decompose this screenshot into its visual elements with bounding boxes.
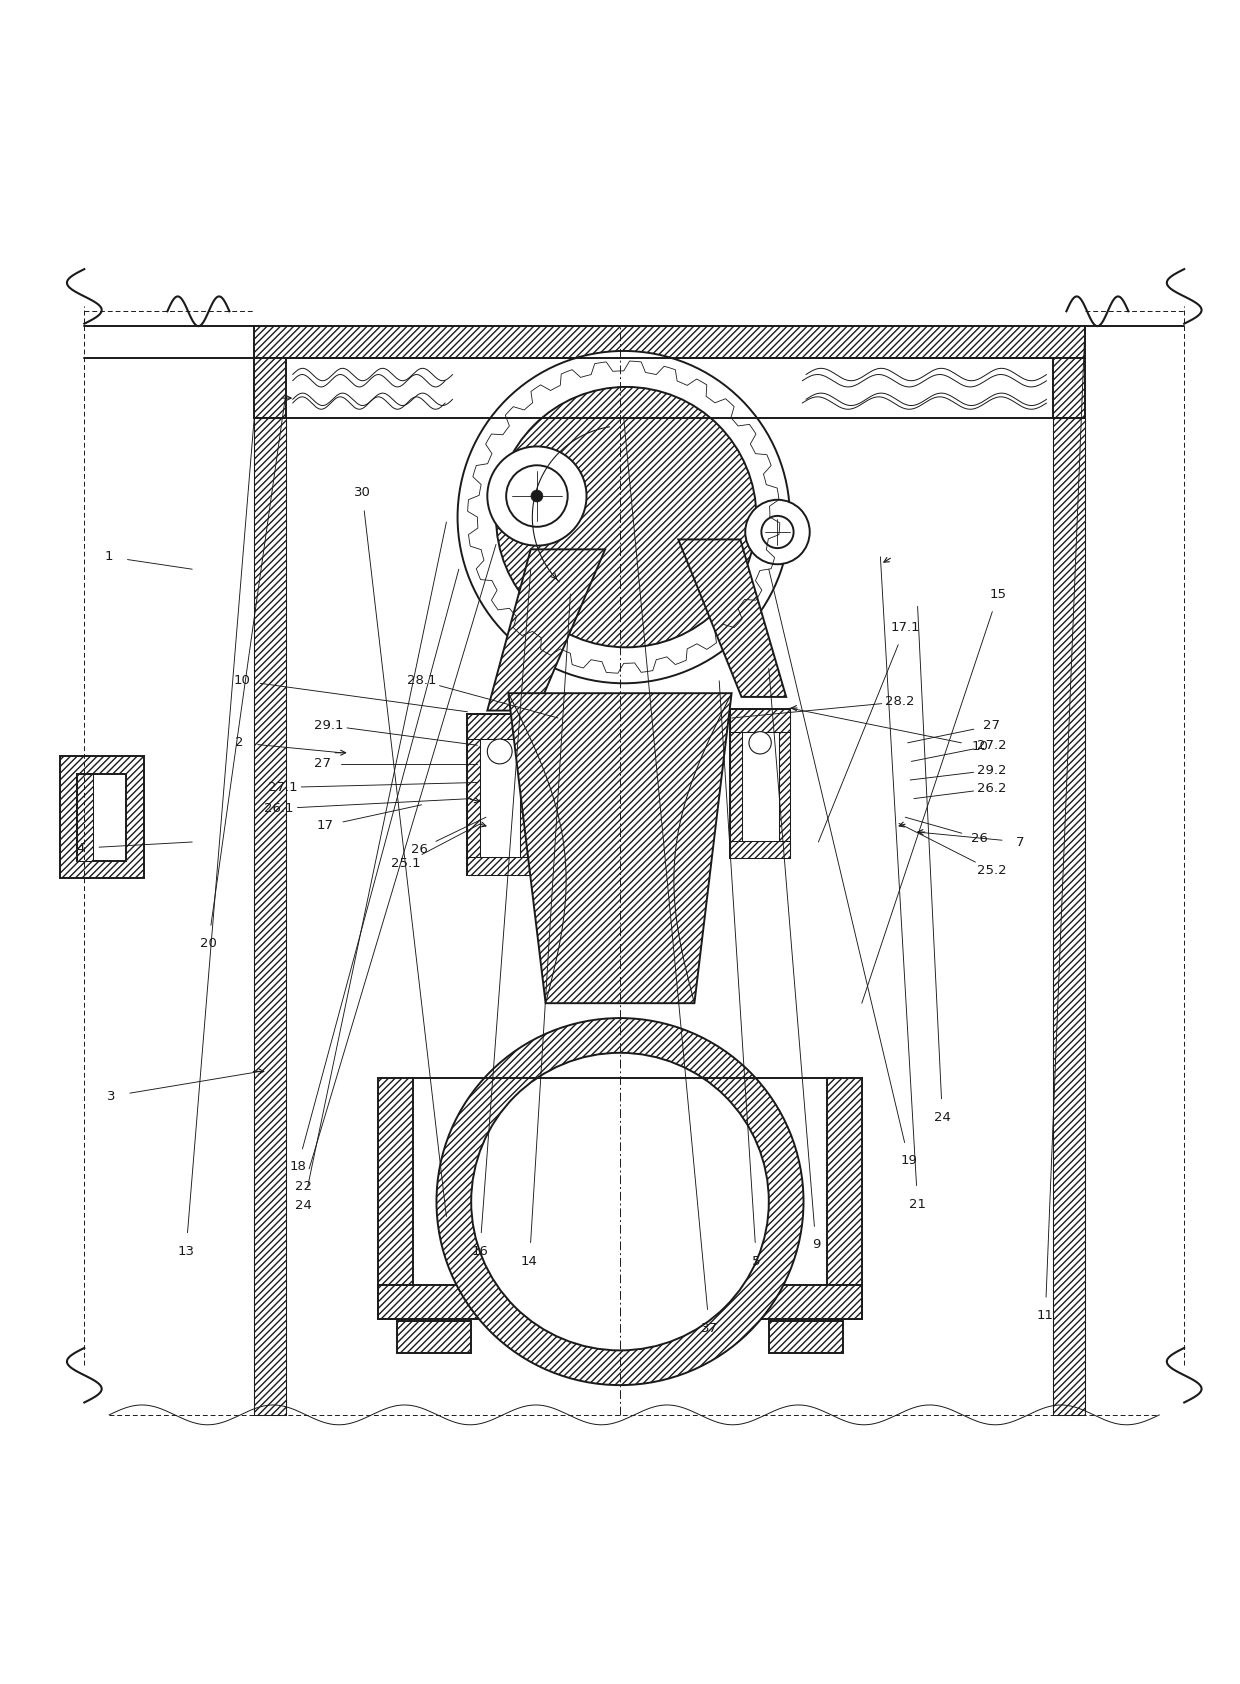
Bar	[730, 709, 742, 859]
Bar	[730, 709, 790, 859]
Text: 16: 16	[471, 1244, 489, 1258]
Polygon shape	[678, 539, 786, 697]
Text: 27: 27	[983, 719, 1001, 733]
Text: 25.1: 25.1	[391, 857, 420, 869]
Circle shape	[487, 739, 512, 765]
Text: 28.2: 28.2	[885, 695, 915, 709]
Text: 17: 17	[316, 820, 334, 832]
Polygon shape	[508, 694, 732, 1004]
Text: 10: 10	[971, 739, 988, 753]
Text: 13: 13	[177, 1244, 195, 1258]
Circle shape	[487, 446, 587, 546]
Text: 27: 27	[314, 758, 331, 770]
Bar	[1053, 359, 1085, 418]
Text: 21: 21	[909, 1197, 926, 1211]
Bar	[467, 714, 480, 876]
Bar	[378, 1078, 413, 1319]
Bar	[769, 1320, 843, 1352]
Text: 29.1: 29.1	[314, 719, 343, 733]
Text: 18: 18	[289, 1160, 306, 1174]
Text: 11: 11	[1037, 1308, 1054, 1322]
Text: 28.1: 28.1	[407, 674, 436, 687]
Text: 15: 15	[990, 588, 1007, 601]
Bar	[254, 327, 1085, 359]
Bar	[730, 709, 790, 731]
Circle shape	[761, 515, 794, 547]
Text: 25.2: 25.2	[977, 864, 1007, 877]
Bar	[520, 714, 532, 876]
Circle shape	[745, 500, 810, 564]
Text: 26: 26	[971, 832, 988, 845]
Bar	[397, 1320, 471, 1352]
Text: 27.2: 27.2	[977, 739, 1007, 751]
Bar	[467, 857, 532, 876]
Circle shape	[496, 387, 756, 647]
Text: 7: 7	[1017, 835, 1024, 849]
Text: 20: 20	[200, 938, 217, 950]
Circle shape	[749, 731, 771, 754]
Text: 27.1: 27.1	[268, 781, 298, 793]
Circle shape	[436, 1019, 804, 1386]
Bar	[60, 756, 144, 877]
Text: 1: 1	[105, 551, 113, 564]
Circle shape	[531, 490, 543, 502]
Bar	[730, 842, 790, 859]
Bar	[779, 709, 790, 859]
Text: 10: 10	[233, 674, 250, 687]
Bar	[827, 1078, 862, 1319]
Bar	[742, 731, 779, 842]
Bar	[77, 775, 93, 861]
Bar	[254, 359, 286, 418]
Text: 4: 4	[77, 842, 84, 855]
Bar	[467, 714, 532, 739]
Circle shape	[471, 1052, 769, 1351]
Text: 14: 14	[521, 1255, 538, 1268]
Text: 24: 24	[934, 1111, 951, 1123]
Text: 9: 9	[812, 1238, 820, 1251]
Circle shape	[458, 350, 790, 684]
Bar	[77, 775, 126, 861]
Circle shape	[506, 465, 568, 527]
Text: 30: 30	[353, 485, 371, 498]
Text: 22: 22	[295, 1180, 312, 1194]
Text: 3: 3	[108, 1090, 115, 1103]
Text: 26.2: 26.2	[977, 781, 1007, 795]
Text: 19: 19	[900, 1154, 918, 1167]
Text: 5: 5	[753, 1255, 760, 1268]
Text: 24: 24	[295, 1199, 312, 1212]
Bar	[1053, 418, 1085, 1415]
Text: 26.1: 26.1	[264, 802, 294, 815]
Text: 37: 37	[701, 1322, 718, 1335]
Text: 26: 26	[410, 844, 428, 855]
Text: 29.2: 29.2	[977, 763, 1007, 776]
Bar	[254, 418, 286, 1415]
Bar	[467, 714, 532, 876]
Bar	[378, 1285, 862, 1319]
Bar	[480, 739, 520, 857]
Polygon shape	[487, 549, 605, 711]
Text: 2: 2	[236, 736, 243, 749]
Text: 17.1: 17.1	[890, 621, 920, 633]
